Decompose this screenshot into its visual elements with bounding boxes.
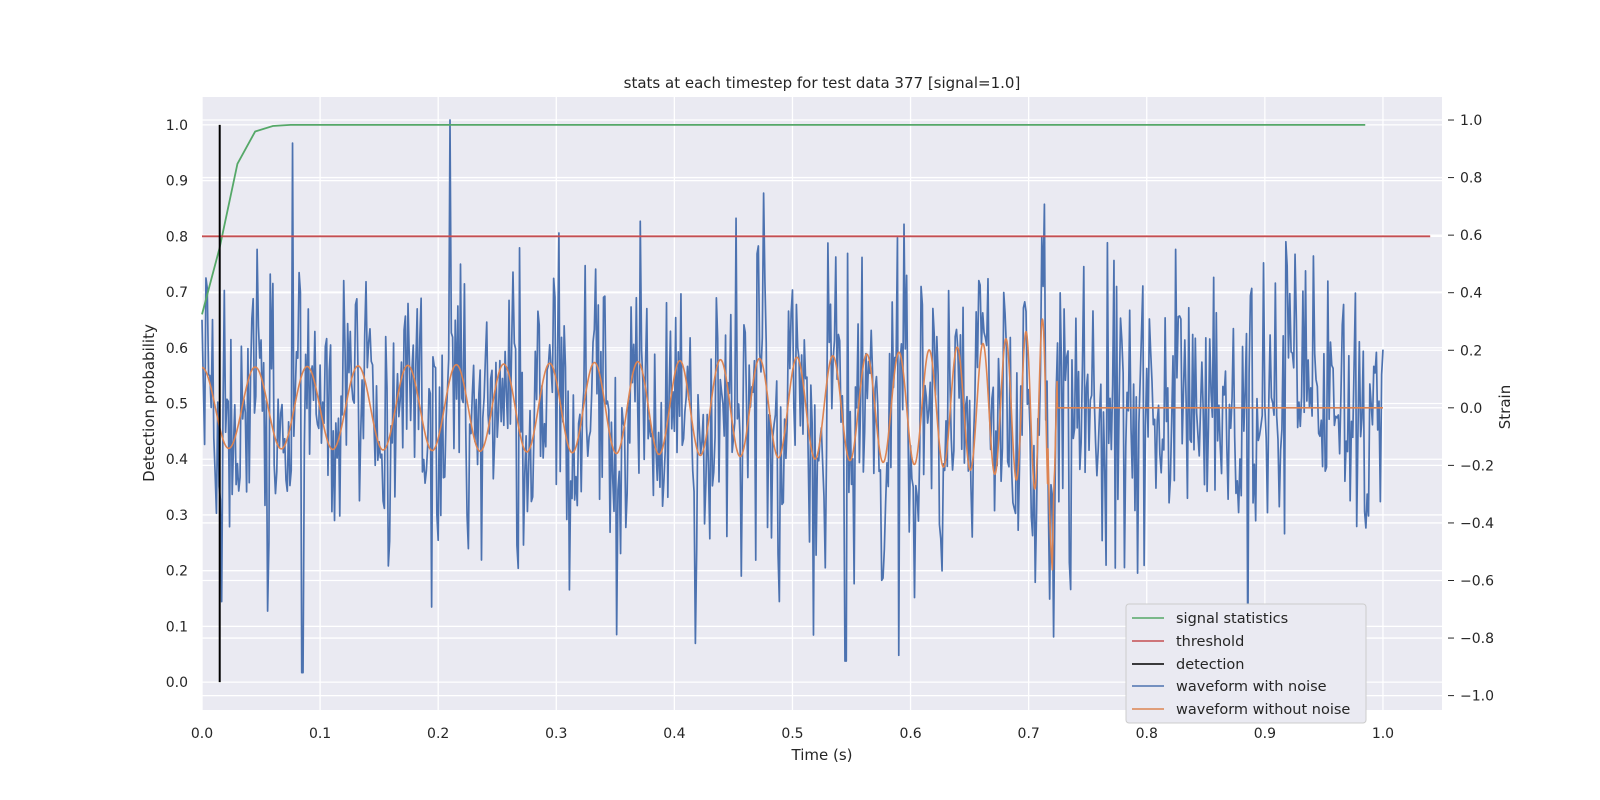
y-axis-title-left: Detection probability	[140, 324, 158, 482]
chart-title: stats at each timestep for test data 377…	[624, 74, 1021, 92]
x-tick-label: 0.1	[309, 726, 331, 742]
y-tick-label-right: 0.6	[1460, 228, 1482, 244]
x-tick-label: 0.3	[545, 726, 567, 742]
x-tick-label: 0.6	[899, 726, 921, 742]
x-tick-label: 0.0	[191, 726, 213, 742]
x-axis-title: Time (s)	[791, 746, 853, 764]
x-tick-label: 0.9	[1254, 726, 1276, 742]
x-tick-label: 0.5	[781, 726, 803, 742]
y-tick-label-left: 0.2	[166, 564, 188, 580]
y-tick-label-left: 0.0	[166, 675, 188, 691]
y-tick-label-right: 1.0	[1460, 113, 1482, 129]
x-tick-label: 0.2	[427, 726, 449, 742]
series-layer	[201, 119, 1431, 683]
legend-label-waveform-without-noise: waveform without noise	[1176, 702, 1350, 718]
legend-label-threshold: threshold	[1176, 634, 1244, 650]
legend: signal statistics threshold detection wa…	[1125, 603, 1367, 724]
y-tick-label-left: 0.8	[166, 229, 188, 245]
x-tick-label: 0.7	[1018, 726, 1040, 742]
y-tick-label-left: 0.9	[166, 174, 188, 190]
legend-box	[1125, 603, 1367, 724]
series-waveform-with-noise	[201, 119, 1384, 674]
x-tick-label: 0.4	[663, 726, 685, 742]
y-tick-label-left: 0.4	[166, 452, 188, 468]
series-waveform-without-noise	[201, 318, 1384, 571]
y-axis-title-right: Strain	[1496, 385, 1514, 429]
y-tick-label-left: 0.6	[166, 341, 188, 357]
legend-label-waveform-with-noise: waveform with noise	[1176, 679, 1327, 695]
y-tick-label-right: 0.8	[1460, 171, 1482, 187]
legend-label-detection: detection	[1176, 657, 1244, 673]
series-signal-statistics	[201, 123, 1366, 315]
y-tick-label-right: −0.2	[1460, 458, 1494, 474]
y-tick-label-left: 0.3	[166, 508, 188, 524]
y-tick-label-left: 0.1	[166, 619, 188, 635]
legend-label-signal-statistics: signal statistics	[1176, 611, 1288, 627]
y-tick-label-right: −0.4	[1460, 516, 1494, 532]
y-tick-label-right: −0.6	[1460, 573, 1494, 589]
x-tick-label: 0.8	[1136, 726, 1158, 742]
y-tick-label-right: −0.8	[1460, 631, 1494, 647]
y-tick-label-right: 0.4	[1460, 286, 1482, 302]
y-tick-label-right: −1.0	[1460, 689, 1494, 705]
x-tick-label: 1.0	[1372, 726, 1394, 742]
tick-labels: 0.0 0.1 0.2 0.3 0.4 0.5 0.6 0.7 0.8 0.9 1.0 0.0 0.1 0…	[166, 113, 1494, 742]
y-tick-label-left: 0.5	[166, 397, 188, 413]
y-tick-label-left: 0.7	[166, 285, 188, 301]
y-tick-label-left: 1.0	[166, 118, 188, 134]
y-tick-label-right: 0.0	[1460, 401, 1482, 417]
y-tick-label-right: 0.2	[1460, 343, 1482, 359]
